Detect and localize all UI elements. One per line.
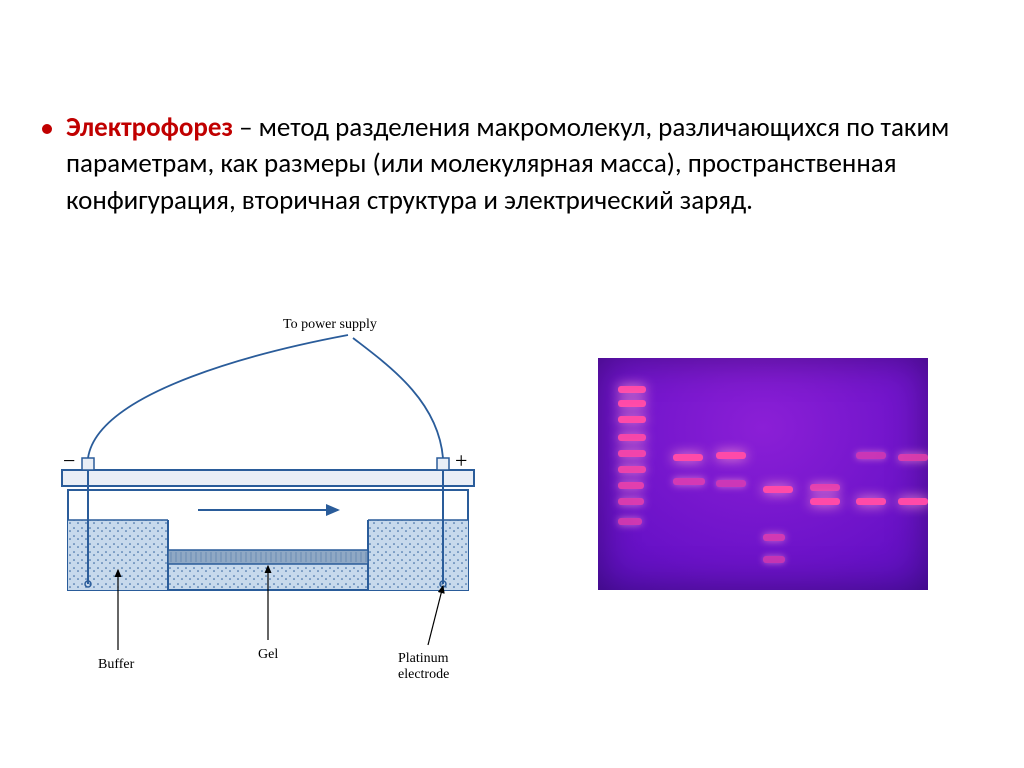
gel-band	[618, 518, 642, 525]
gel-band	[716, 452, 746, 459]
svg-text:electrode: electrode	[398, 667, 449, 682]
gel-band	[618, 466, 646, 473]
gel-band	[673, 454, 703, 461]
gel-band	[763, 556, 785, 563]
bullet-item: Электрофорез – метод разделения макромол…	[42, 110, 964, 219]
gel-band	[618, 386, 646, 393]
gel-band	[618, 434, 646, 441]
gel-band	[898, 454, 928, 461]
svg-text:+: +	[455, 448, 467, 473]
gel-band	[618, 400, 646, 407]
gel-band	[763, 534, 785, 541]
slide: Электрофорез – метод разделения макромол…	[0, 0, 1024, 768]
electrophoresis-diagram: − + To power supply Buffer Gel Platinumelectr…	[48, 310, 498, 710]
gel-band	[856, 498, 886, 505]
svg-text:Gel: Gel	[258, 647, 278, 662]
gel-band	[618, 450, 646, 457]
gel-band	[810, 484, 840, 491]
figures-area: − + To power supply Buffer Gel Platinumelectr…	[0, 310, 1024, 730]
gel-band	[716, 480, 746, 487]
gel-band	[763, 486, 793, 493]
svg-text:To power supply: To power supply	[283, 317, 377, 332]
gel-band	[618, 498, 644, 505]
gel-band	[810, 498, 840, 505]
gel-band	[856, 452, 886, 459]
gel-band	[673, 478, 705, 485]
svg-text:Platinum: Platinum	[398, 651, 449, 666]
gel-photo	[598, 358, 928, 590]
bullet-marker	[42, 124, 52, 134]
gel-band	[618, 416, 646, 423]
term: Электрофорез	[66, 111, 233, 144]
gel-band	[898, 498, 928, 505]
svg-text:Buffer: Buffer	[98, 657, 135, 672]
bullet-text: Электрофорез – метод разделения макромол…	[66, 110, 964, 219]
svg-text:−: −	[63, 448, 75, 473]
gel-band	[618, 482, 644, 489]
diagram-svg: − + To power supply Buffer Gel Platinumelectr…	[48, 310, 498, 690]
